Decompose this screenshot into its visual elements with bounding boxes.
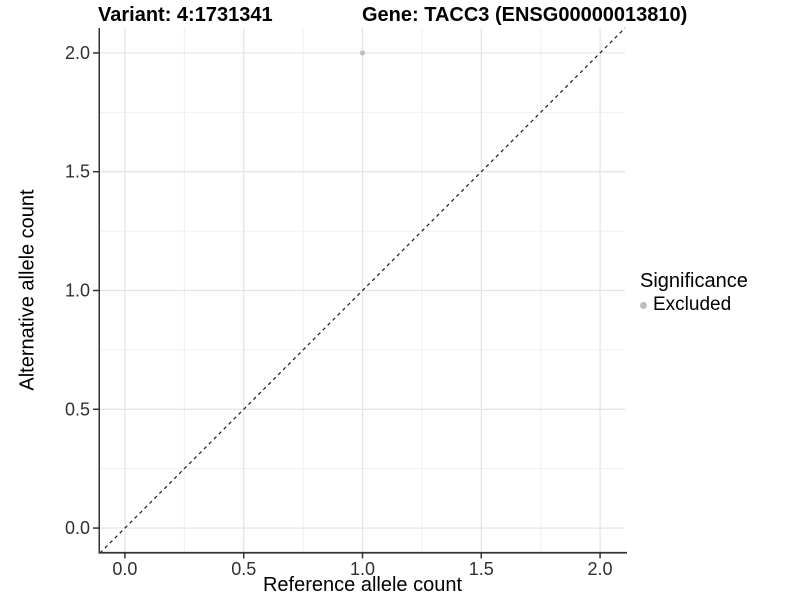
y-tick-label: 1.5: [65, 162, 90, 182]
legend-item-excluded: Excluded: [640, 294, 748, 316]
legend-point-icon: [640, 301, 647, 309]
x-tick-label: 1.5: [469, 559, 494, 579]
x-tick-label: 0.0: [112, 559, 137, 579]
data-point: [360, 50, 365, 56]
plot-title-gene: Gene: TACC3 (ENSG00000013810): [362, 4, 688, 26]
y-axis-title: Alternative allele count: [16, 189, 39, 391]
legend-title: Significance: [640, 270, 748, 292]
x-tick-label: 2.0: [588, 559, 613, 579]
y-tick-label: 1.0: [65, 281, 90, 301]
plot-title-variant: Variant: 4:1731341: [98, 4, 273, 26]
x-axis-title: Reference allele count: [262, 574, 462, 596]
legend-item-label: Excluded: [653, 294, 732, 315]
x-tick-label: 0.5: [231, 559, 256, 579]
y-tick-label: 0.5: [65, 399, 90, 419]
legend: Significance Excluded: [640, 270, 748, 316]
identity-reference-line: [99, 27, 626, 554]
y-tick-label: 0.0: [65, 518, 90, 538]
y-tick-label: 2.0: [65, 43, 90, 63]
x-tick-label: 1.0: [350, 559, 375, 579]
